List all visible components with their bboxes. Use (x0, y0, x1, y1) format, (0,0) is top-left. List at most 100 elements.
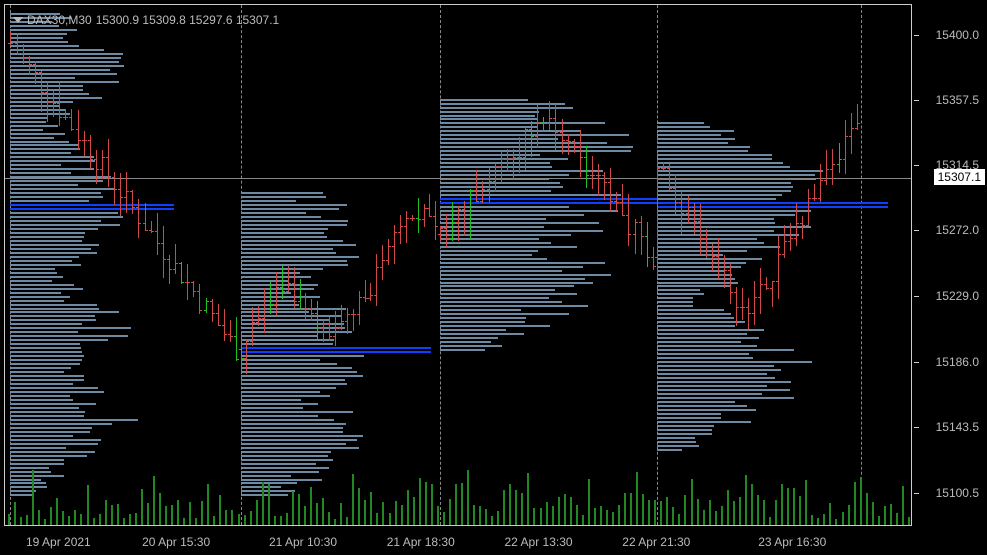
candle (718, 238, 719, 278)
volume-bar (395, 501, 397, 525)
volume-profile-bar (657, 210, 811, 212)
volume-profile-bar (10, 411, 84, 413)
volume-profile-bar (10, 419, 138, 421)
volume-profile-bar (657, 393, 762, 395)
candle (482, 181, 483, 202)
volume-bar (177, 500, 179, 525)
candle (525, 127, 526, 170)
y-tick-label: 15229.0 (936, 289, 979, 303)
volume-profile-bar (440, 115, 535, 117)
candle (376, 254, 377, 306)
candle (276, 272, 277, 315)
volume-profile-bar (241, 315, 342, 317)
volume-profile-bar (10, 471, 51, 473)
volume-bar (401, 505, 403, 525)
volume-profile-bar (10, 351, 82, 353)
volume-profile-bar (10, 252, 97, 254)
volume-profile-bar (241, 395, 330, 397)
volume-profile-bar (241, 260, 347, 262)
volume-bar (835, 519, 837, 525)
volume-profile-bar (10, 188, 114, 190)
volume-bar (872, 502, 874, 525)
candle (84, 131, 85, 156)
volume-bar (153, 476, 155, 525)
volume-profile-bar (440, 321, 525, 323)
volume-bar (129, 514, 131, 525)
volume-profile-bar (440, 282, 593, 284)
volume-profile-bar (10, 276, 63, 278)
volume-profile-bar (10, 296, 70, 298)
volume-profile-bar (10, 196, 102, 198)
volume-profile-bar (241, 288, 315, 290)
volume-bar (244, 515, 246, 525)
chart-container: DAX30,M30 15300.9 15309.8 15297.6 15307.… (0, 0, 987, 555)
volume-profile-bar (241, 467, 329, 469)
x-tick-label: 21 Apr 10:30 (269, 535, 337, 549)
volume-bar (238, 514, 240, 525)
volume-bar (721, 506, 723, 525)
volume-profile-bar (10, 216, 122, 218)
candle (586, 146, 587, 188)
volume-profile-bar (241, 447, 360, 449)
volume-bar (443, 512, 445, 525)
volume-profile-bar (657, 158, 771, 160)
volume-bar (781, 484, 783, 525)
volume-profile-bar (657, 377, 775, 379)
volume-profile-bar (241, 419, 334, 421)
candle (120, 173, 121, 216)
candle (808, 189, 809, 226)
volume-bar (703, 510, 705, 525)
candle (102, 150, 103, 179)
chart-header[interactable]: DAX30,M30 15300.9 15309.8 15297.6 15307.… (13, 13, 279, 27)
y-tick-label: 15357.5 (936, 93, 979, 107)
volume-bar (467, 470, 469, 525)
volume-profile-bar (241, 204, 347, 206)
chart-plot-area[interactable]: DAX30,M30 15300.9 15309.8 15297.6 15307.… (4, 4, 912, 526)
volume-profile-poc (10, 208, 173, 210)
volume-profile-bar (657, 341, 741, 343)
volume-profile-bar (10, 379, 83, 381)
candle (193, 281, 194, 297)
volume-bar (26, 515, 28, 525)
x-tick-label: 19 Apr 2021 (26, 535, 91, 549)
volume-profile-bar (440, 118, 538, 120)
x-tick-label: 23 Apr 16:30 (758, 535, 826, 549)
volume-profile-bar (657, 182, 791, 184)
volume-bar (425, 482, 427, 525)
volume-profile-bar (657, 357, 753, 359)
volume-profile-bar (241, 244, 356, 246)
volume-profile-bar (657, 369, 781, 371)
candle (647, 222, 648, 266)
volume-bar (660, 501, 662, 525)
volume-profile-bar (10, 327, 131, 329)
volume-profile-bar (10, 133, 64, 135)
candle (470, 189, 471, 239)
dropdown-triangle-icon[interactable] (13, 17, 23, 23)
volume-profile-bar (241, 375, 363, 377)
volume-profile-bar (657, 170, 823, 172)
volume-profile-bar (10, 403, 96, 405)
volume-bar (787, 488, 789, 525)
volume-bar (20, 517, 22, 525)
volume-profile-bar (10, 451, 94, 453)
volume-profile-bar (10, 288, 82, 290)
volume-profile-bar (657, 122, 704, 124)
volume-profile-bar (440, 122, 605, 124)
volume-profile-bar (10, 152, 71, 154)
candle (610, 168, 611, 212)
candle (760, 268, 761, 314)
volume-bar (340, 503, 342, 525)
volume-bar (304, 506, 306, 525)
volume-profile-bar (440, 99, 528, 101)
volume-profile-bar (241, 311, 309, 313)
volume-bar (171, 505, 173, 525)
candle (489, 168, 490, 202)
volume-profile-bar (440, 313, 569, 315)
volume-profile-bar (440, 250, 538, 252)
candle (501, 151, 502, 183)
volume-profile-bar (657, 417, 721, 419)
volume-profile-bar (10, 272, 56, 274)
volume-profile-bar (440, 194, 621, 196)
volume-bar (854, 482, 856, 525)
volume-profile-bar (241, 451, 332, 453)
